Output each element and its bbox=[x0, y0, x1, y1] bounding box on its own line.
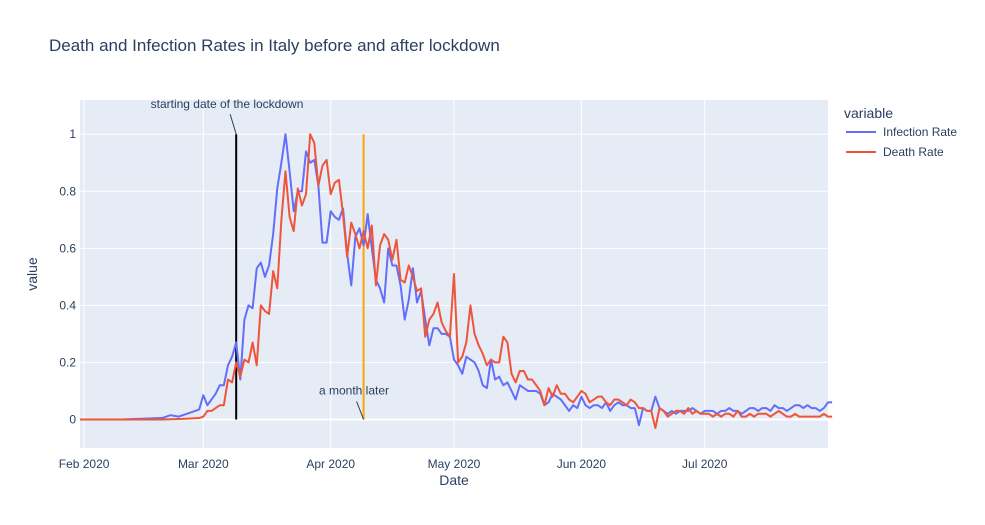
legend-label: Death Rate bbox=[883, 145, 944, 159]
legend-title: variable bbox=[844, 105, 893, 121]
annotation-month-later: a month later bbox=[319, 383, 389, 397]
series-line-infection-rate bbox=[80, 133, 833, 427]
annotation-lockdown: starting date of the lockdown bbox=[151, 97, 304, 111]
grid-lines bbox=[80, 100, 828, 448]
y-axis-ticks: 0 0.2 0.4 0.6 0.8 1 bbox=[59, 127, 76, 426]
x-tick-label: Mar 2020 bbox=[178, 457, 229, 471]
legend-item[interactable]: Infection Rate bbox=[846, 125, 957, 139]
y-tick-label: 0.6 bbox=[59, 241, 76, 255]
x-tick-label: May 2020 bbox=[428, 457, 481, 471]
y-tick-label: 0.8 bbox=[59, 184, 76, 198]
chart-title: Death and Infection Rates in Italy befor… bbox=[49, 36, 500, 55]
reference-lines bbox=[235, 134, 365, 420]
series-lines bbox=[80, 133, 833, 430]
legend-label: Infection Rate bbox=[883, 125, 957, 139]
x-tick-label: Apr 2020 bbox=[306, 457, 355, 471]
annotation-arrow bbox=[229, 114, 237, 135]
y-axis-title: value bbox=[24, 257, 40, 291]
legend[interactable]: variable Infection Rate Death Rate bbox=[844, 105, 957, 159]
y-tick-label: 1 bbox=[69, 127, 76, 141]
annotation-arrow bbox=[356, 401, 365, 420]
x-axis-ticks: Feb 2020 Mar 2020 Apr 2020 May 2020 Jun 2020… bbox=[59, 457, 728, 471]
y-tick-label: 0 bbox=[69, 412, 76, 426]
x-axis-title: Date bbox=[439, 472, 469, 488]
x-tick-label: Feb 2020 bbox=[59, 457, 110, 471]
x-tick-label: Jul 2020 bbox=[682, 457, 728, 471]
x-tick-label: Jun 2020 bbox=[557, 457, 607, 471]
legend-item[interactable]: Death Rate bbox=[846, 145, 944, 159]
series-line-death-rate bbox=[80, 133, 833, 430]
y-tick-label: 0.2 bbox=[59, 355, 76, 369]
annotations: starting date of the lockdown a month lat… bbox=[151, 97, 389, 420]
y-tick-label: 0.4 bbox=[59, 298, 76, 312]
